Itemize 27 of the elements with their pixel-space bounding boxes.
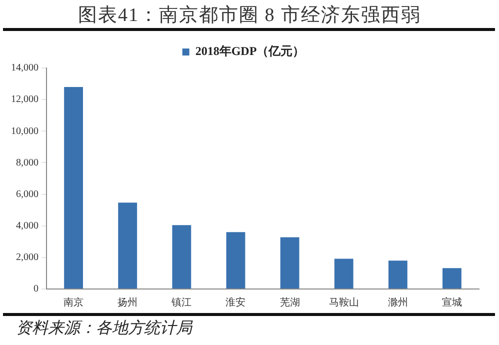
bar	[280, 237, 300, 288]
bar	[442, 268, 462, 288]
x-tick-label: 滁州	[388, 296, 408, 309]
bar	[172, 225, 192, 288]
y-tick-label: 6,000	[16, 188, 38, 200]
x-tick-label: 宣城	[442, 296, 462, 309]
y-tick-label: 14,000	[11, 62, 38, 74]
y-tick-label: 10,000	[11, 126, 38, 137]
x-tick-label: 淮安	[226, 296, 246, 309]
bar	[64, 86, 83, 288]
chart-title: 图表41：南京都市圈 8 市经济东强西弱	[77, 4, 422, 28]
x-tick-label: 扬州	[118, 296, 138, 309]
y-tick-label: 2,000	[16, 252, 38, 264]
x-tick-label: 镇江	[170, 296, 192, 309]
y-tick-label: 8,000	[16, 157, 38, 168]
text: 资料来源：各地方统计局	[16, 318, 192, 339]
y-tick-label: 4,000	[16, 220, 38, 232]
x-tick-label: 芜湖	[280, 296, 300, 309]
y-tick-label: 0	[34, 284, 38, 295]
y-tick-label: 12,000	[11, 94, 38, 106]
legend-label: 2018年GDP（亿元）	[195, 44, 305, 58]
x-tick-label: 南京	[64, 296, 84, 309]
x-tick-label: 马鞍山	[328, 296, 359, 309]
bar	[388, 260, 408, 288]
bar	[118, 202, 138, 288]
bar	[334, 258, 354, 288]
bar	[226, 232, 246, 288]
